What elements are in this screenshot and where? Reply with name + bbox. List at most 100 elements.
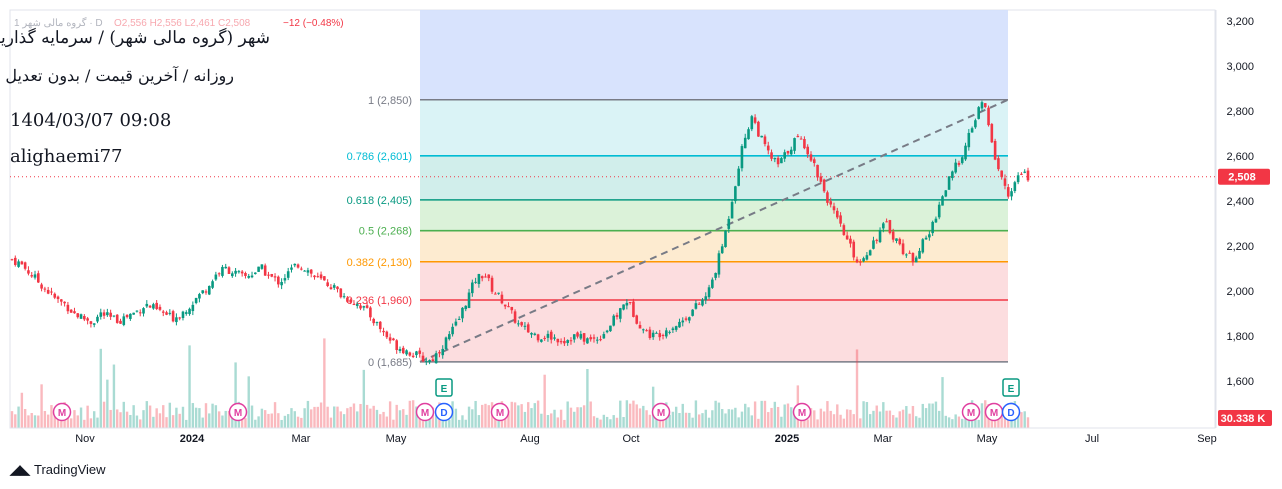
volume-bar xyxy=(944,415,947,428)
volume-bar xyxy=(14,414,17,428)
candle-body xyxy=(323,276,326,281)
volume-bar xyxy=(697,414,701,428)
volume-bar xyxy=(750,415,754,428)
candle-body xyxy=(835,210,839,218)
candle-body xyxy=(1023,171,1027,173)
candle-body xyxy=(852,241,856,258)
candle-body xyxy=(688,317,691,321)
candle-body xyxy=(40,284,43,289)
candle-body xyxy=(704,296,708,301)
candle-body xyxy=(997,158,1000,170)
volume-bar xyxy=(171,415,175,428)
candle-body xyxy=(589,337,592,340)
candle-body xyxy=(326,282,329,286)
volume-bar xyxy=(346,408,349,428)
candle-body xyxy=(717,253,721,275)
candle-body xyxy=(106,312,109,316)
candle-body xyxy=(855,259,859,263)
candle-body xyxy=(773,157,777,160)
fib-zone-0.236 xyxy=(420,261,1008,300)
volume-tag xyxy=(1218,410,1272,426)
volume-bar xyxy=(947,417,951,428)
time-tick-label: 2024 xyxy=(180,433,205,445)
volume-bar xyxy=(868,414,872,428)
volume-bar xyxy=(714,400,717,428)
dividend-marker-icon xyxy=(651,402,671,422)
volume-bar xyxy=(744,403,747,428)
fib-level-label-0.382: 0.382 (2,130) xyxy=(347,257,412,269)
volume-bar xyxy=(931,403,934,428)
dividend-marker-icon xyxy=(52,402,72,422)
volume-bar xyxy=(760,400,763,428)
candle-body xyxy=(507,306,510,308)
ohlc-prefix: 1 گروه مالی شهر · D xyxy=(14,18,103,29)
candle-body xyxy=(227,267,231,274)
volume-bar xyxy=(356,411,359,428)
volume-bar xyxy=(911,405,915,428)
candle-body xyxy=(395,340,398,351)
candle-body xyxy=(27,270,30,274)
chart-subtitle: روزانه / آخرین قیمت / بدون تعدیل xyxy=(5,66,234,85)
volume-bar xyxy=(162,405,165,428)
candle-body xyxy=(918,250,921,259)
volume-bar xyxy=(214,405,218,428)
time-tick-label: Sep xyxy=(1197,433,1217,445)
volume-bar xyxy=(507,410,510,428)
candle-body xyxy=(122,316,126,325)
candle-body xyxy=(559,341,563,343)
dividend-marker-icon xyxy=(228,402,248,422)
volume-bar xyxy=(691,417,694,428)
time-tick-label: Jul xyxy=(1085,433,1099,445)
candle-body xyxy=(408,352,412,356)
candle-body xyxy=(56,296,60,300)
candle-body xyxy=(951,171,954,179)
volume-bar xyxy=(543,374,546,428)
fib-zone-0.5 xyxy=(420,199,1008,231)
volume-bar xyxy=(813,410,816,428)
volume-bar xyxy=(780,416,783,428)
candle-body xyxy=(204,291,208,293)
volume-bar xyxy=(783,404,786,428)
volume-bar xyxy=(882,402,885,428)
candle-body xyxy=(622,304,625,310)
candle-body xyxy=(546,333,550,338)
candle-body xyxy=(536,334,540,341)
candle-body xyxy=(207,285,211,295)
dividend-marker-icon xyxy=(415,402,435,422)
volume-bar xyxy=(520,404,523,428)
volume-bar xyxy=(484,403,487,428)
volume-bar xyxy=(586,369,589,428)
volume-bar xyxy=(349,406,352,428)
last-price-label: 2,508 xyxy=(1228,172,1256,184)
candle-body xyxy=(454,321,458,326)
volume-bar xyxy=(43,410,47,428)
volume-bar xyxy=(129,414,132,428)
candle-body xyxy=(257,266,260,272)
candle-body xyxy=(138,312,142,314)
candle-body xyxy=(484,276,487,278)
candle-body xyxy=(378,321,382,330)
fib-zone-0.786 xyxy=(420,99,1008,156)
candle-body xyxy=(684,318,688,320)
candle-body xyxy=(1016,175,1020,183)
event-marker-label: M xyxy=(967,408,975,419)
candle-body xyxy=(273,276,277,278)
candle-body xyxy=(783,152,786,159)
volume-bar xyxy=(280,419,283,428)
candle-body xyxy=(960,157,964,164)
candle-body xyxy=(579,334,583,339)
candle-body xyxy=(868,250,872,256)
volume-bar xyxy=(888,410,892,428)
candle-body xyxy=(826,192,829,203)
volume-bar xyxy=(224,410,227,428)
volume-bar xyxy=(819,408,823,428)
volume-bar xyxy=(382,411,385,428)
candle-body xyxy=(816,164,819,178)
volume-bar xyxy=(329,417,333,428)
volume-bar xyxy=(773,401,777,428)
candle-body xyxy=(382,330,385,333)
candle-body xyxy=(129,313,132,319)
candle-body xyxy=(793,138,796,151)
